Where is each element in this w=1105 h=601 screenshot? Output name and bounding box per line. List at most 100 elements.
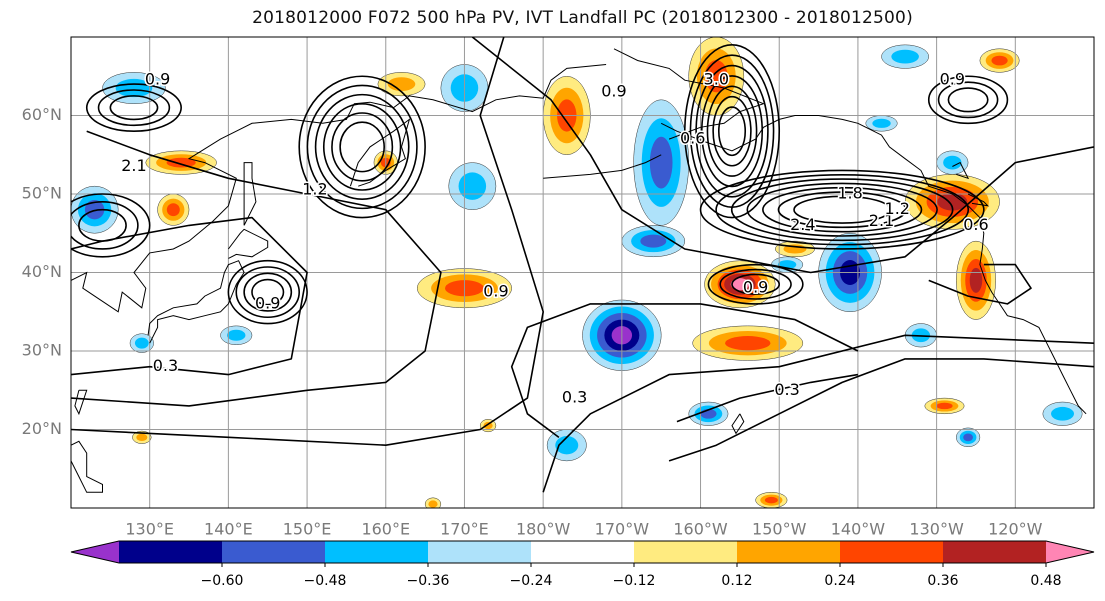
pv-anomaly-blob [969,267,983,293]
coastline [71,64,607,313]
colorbar-tick-label: −0.12 [613,573,656,589]
ivt-contour [71,216,308,376]
ivt-contour [322,103,402,191]
lon-label: 130°W [909,520,964,539]
ivt-contour [746,182,938,237]
ivt-contour [937,81,999,119]
contour-label: 3.0 [704,70,729,89]
graticule [71,37,1094,508]
coastline [71,440,103,493]
pv-anomaly-blob [84,200,105,220]
ivt-contour [706,85,758,177]
ivt-contour [683,44,781,219]
lat-label: 60°N [22,105,62,124]
colorbar-swatch [531,541,635,563]
lat-label: 20°N [22,419,62,438]
colorbar-tick-label: −0.24 [510,573,553,589]
ivt-contour [510,303,859,438]
ivt-contour [71,130,442,407]
contour-label: 2.1 [121,156,146,175]
coastline [660,115,1087,415]
ivt-contour [71,193,151,258]
ivt-contour [668,358,1094,462]
ivt-contour [762,186,923,233]
contour-label: 0.3 [153,356,178,375]
pv-anomaly-blob [730,278,750,291]
contour-label: 0.9 [145,70,170,89]
colorbar-swatch [325,541,429,563]
ivt-contour [730,178,954,242]
pv-anomaly-blob [943,155,962,170]
colorbar-swatch [840,541,944,563]
lon-label: 180°W [516,520,571,539]
colorbar-tick-label: 0.24 [824,573,855,589]
ivt-contour [471,37,1094,274]
pv-anomaly-blob [555,436,579,455]
ivt-contour [314,93,410,200]
ivt-contour [715,173,970,246]
lon-label: 140°W [831,520,886,539]
lat-label: 30°N [22,341,62,360]
lon-label: 170°E [440,520,489,539]
ivt-contour [97,89,171,127]
coastlines [71,48,1087,493]
contour-label: 1.2 [885,199,910,218]
colorbar-swatch [119,541,223,563]
pv-anomaly-blob [166,157,196,168]
colorbar-swatch [634,541,738,563]
lon-label: 120°W [988,520,1043,539]
colorbar-swatch [222,541,326,563]
contour-label: 2.4 [790,215,815,234]
ivt-contour [689,54,775,208]
ivt-contour [71,201,139,250]
contour-label: 2.1 [869,211,894,230]
pv-anomaly-blob [227,329,246,341]
colorbar: −0.60 −0.48 −0.36 −0.24 −0.12 0.12 0.24 0.36 0.4… [70,540,1095,589]
coastline [147,260,245,344]
pv-anomaly-blob [483,421,493,430]
pv-anomaly-blob [640,234,667,248]
map-title: 2018012000 F072 500 hPa PV, IVT Landfall… [252,8,913,28]
coastline [613,48,765,140]
colorbar-extend-high [1046,541,1094,563]
colorbar-swatch [737,541,841,563]
colorbar-swatch [943,541,1047,563]
lon-label: 150°W [752,520,807,539]
ivt-contour [717,106,747,157]
ivt-contour [719,268,792,300]
contour-label: 0.9 [255,293,280,312]
pv-anomaly-blob [166,203,180,217]
contour-label: 1.8 [837,184,862,203]
pv-anomaly-blob [428,500,438,508]
lon-label: 140°E [204,520,253,539]
pv-anomaly-blob [134,337,149,349]
ivt-contour [298,75,426,219]
lon-label: 160°E [361,520,410,539]
ivt-contour [700,75,764,188]
ivt-contour [707,263,804,305]
pv-anomaly-blob [872,118,891,128]
pv-anomaly-blob [649,136,673,189]
coastline [543,154,662,179]
ivt-contour [235,266,301,319]
ivt-contour [947,87,989,113]
ivt-contour [306,84,418,210]
ivt-contours [71,37,1094,493]
ivt-contour [227,259,308,325]
pv-anomaly-blob [115,78,153,98]
colorbar-tick-label: 0.12 [721,573,752,589]
contour-label: 1.2 [302,180,327,199]
ivt-contour [339,121,385,173]
colorbar-swatch [428,541,532,563]
pv-anomaly-blob [936,402,953,410]
ivt-contour [699,169,985,250]
pv-anomaly-blob [1051,406,1074,421]
ivt-contour [676,373,859,423]
coastline [952,161,970,180]
lon-label: 130°E [125,520,174,539]
pv-anomaly-blob [764,496,778,504]
ivt-contour [731,273,781,295]
contour-labels: 0.92.11.20.90.30.90.93.01.82.12.41.20.90… [120,68,990,408]
pv-anomaly-blob [891,49,919,64]
